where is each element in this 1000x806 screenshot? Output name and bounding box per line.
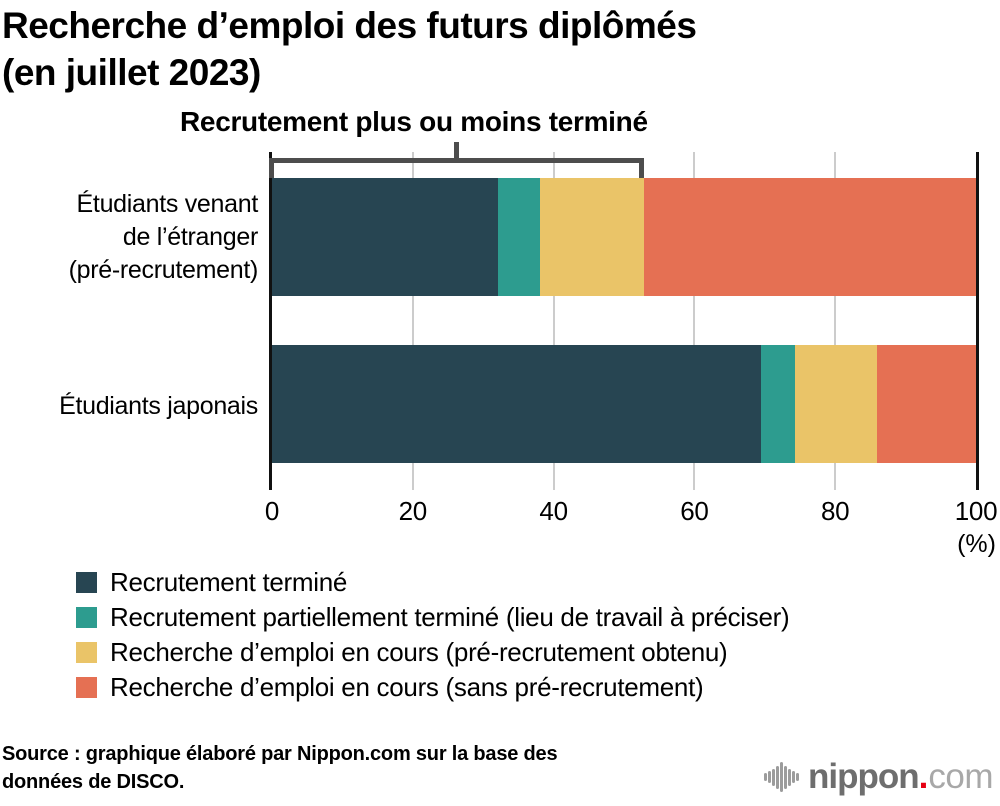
bar-segment (497, 178, 541, 296)
bar-segment (761, 345, 796, 463)
soundwave-icon (764, 762, 800, 792)
legend: Recrutement terminé Recrutement partielle… (76, 567, 790, 710)
right-axis-line (976, 152, 979, 490)
category-label-japanese-students: Étudiants japonais (59, 392, 258, 420)
source-note: Source : graphique élaboré par Nippon.co… (2, 743, 558, 793)
x-axis-unit-label: (%) (957, 530, 996, 558)
logo-word: nippon (808, 757, 920, 796)
gridline-80 (834, 152, 837, 490)
legend-label: Recherche d’emploi en cours (pré-recrute… (110, 637, 728, 667)
bar-segment (877, 345, 976, 463)
category-label-foreign-students: Étudiants venant de l’étranger (pré-recr… (68, 190, 259, 284)
x-tick-label-20: 20 (398, 496, 428, 526)
bracket-annotation-label: Recrutement plus ou moins terminé (180, 106, 648, 137)
bar-segment (540, 178, 645, 296)
x-tick-label-100: 100 (954, 496, 998, 526)
bracket-top-bar (269, 158, 645, 163)
bar-segment (644, 178, 976, 296)
gridline-60 (693, 152, 696, 490)
x-tick-label-60: 60 (680, 496, 709, 526)
chart-title: Recherche d’emploi des futurs diplômés (… (2, 2, 697, 96)
legend-swatch (76, 642, 97, 663)
chart-title-line-2: (en juillet 2023) (2, 52, 261, 93)
bracket-right-leg (639, 158, 645, 178)
legend-label: Recrutement partiellement terminé (lieu … (110, 602, 790, 632)
bracket-center-tick (454, 142, 460, 158)
legend-item: Recrutement terminé (76, 567, 789, 597)
x-tick-label-0: 0 (264, 496, 280, 526)
nippon-com-logo: nippon . com (764, 754, 993, 800)
legend-swatch (76, 607, 97, 628)
x-tick-label-80: 80 (821, 496, 850, 526)
legend-label: Recherche d’emploi en cours (sans pré-re… (110, 672, 704, 702)
y-axis-line (269, 152, 272, 490)
legend-label: Recrutement terminé (110, 567, 348, 597)
legend-item: Recrutement partiellement terminé (lieu … (76, 602, 790, 632)
bar-segment (795, 345, 878, 463)
legend-item: Recherche d’emploi en cours (sans pré-re… (76, 672, 789, 702)
legend-swatch (76, 572, 97, 593)
logo-red-dot: . (918, 757, 929, 796)
legend-swatch (76, 677, 97, 698)
bar-segment (272, 345, 762, 463)
legend-item: Recherche d’emploi en cours (pré-recrute… (76, 637, 789, 667)
gridline-40 (552, 152, 555, 490)
bracket-left-leg (269, 158, 274, 178)
gridline-20 (411, 152, 414, 490)
chart-title-line-1: Recherche d’emploi des futurs diplômés (2, 5, 697, 46)
logo-suffix: com (928, 757, 993, 796)
bar-segment (272, 178, 498, 296)
x-tick-label-40: 40 (539, 496, 568, 526)
